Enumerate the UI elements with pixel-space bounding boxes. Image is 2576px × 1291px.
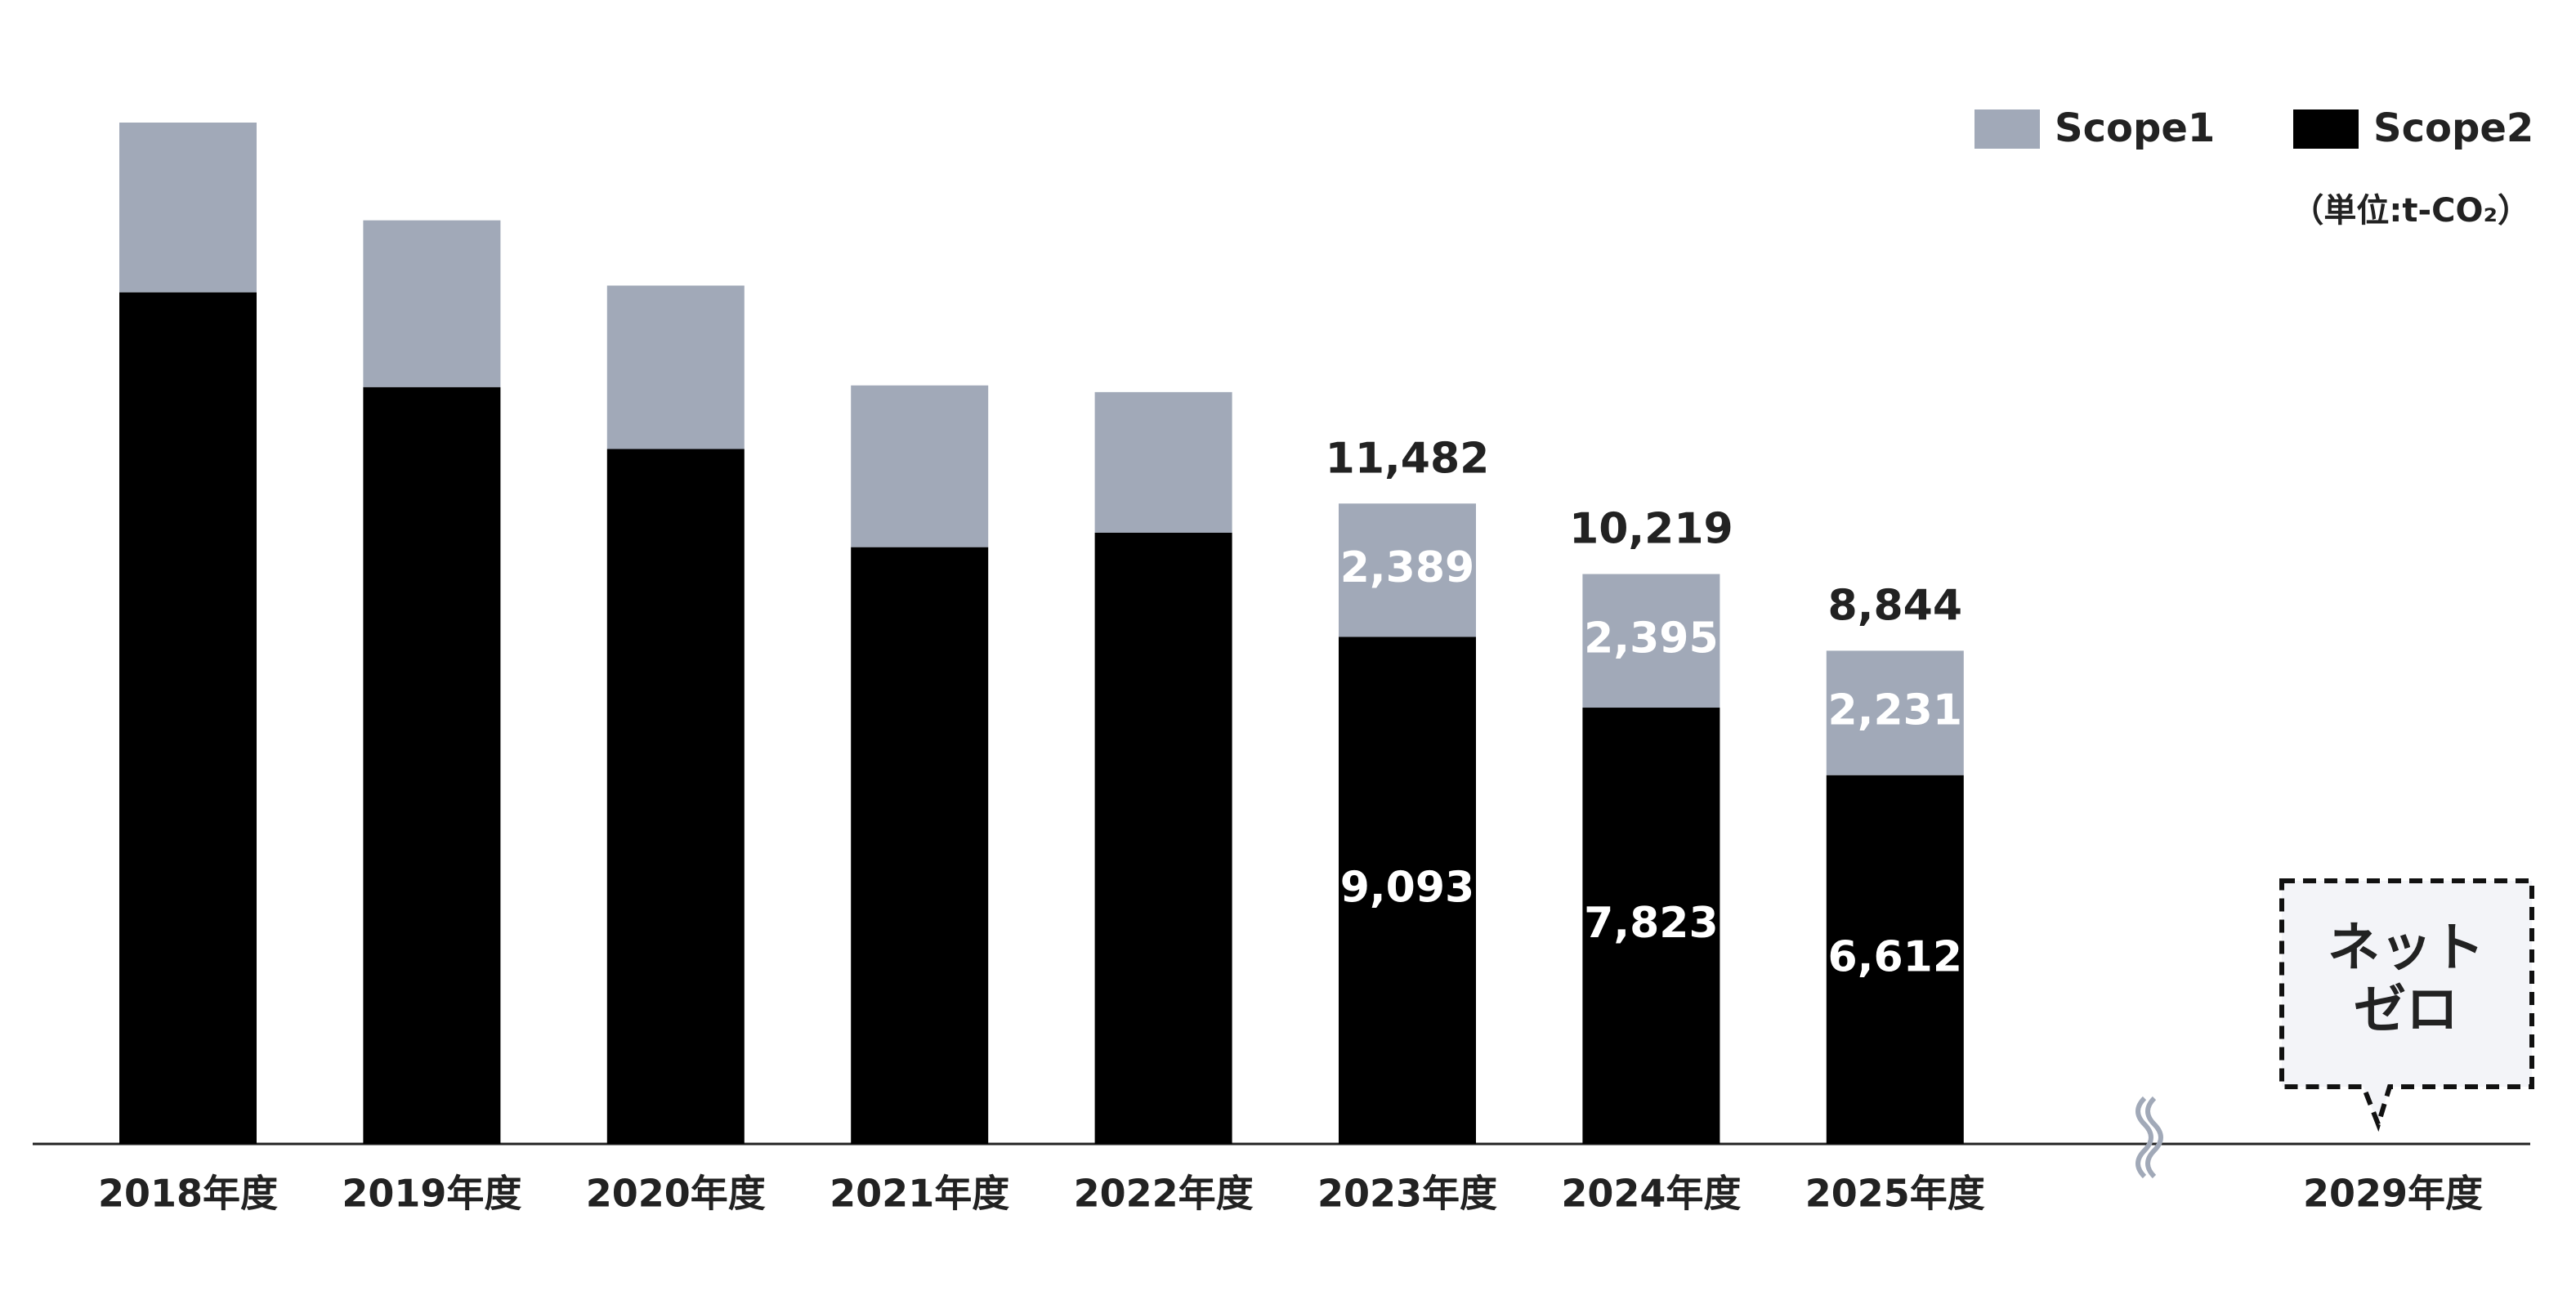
total-label: 11,482	[1326, 434, 1490, 483]
bar-segment	[1094, 532, 1232, 1144]
x-tick-label: 2024年度	[1561, 1172, 1741, 1216]
bar-segment	[363, 386, 501, 1144]
bar-segment	[363, 220, 501, 387]
x-tick-label: 2022年度	[1074, 1172, 1254, 1216]
bar-value-label: 6,612	[1828, 932, 1962, 981]
bar-segment	[606, 449, 745, 1144]
unit-label: （単位:t-CO₂）	[2291, 192, 2530, 230]
bar-segment	[1582, 708, 1720, 1144]
legend-swatch	[1974, 109, 2040, 149]
bar-value-label: 7,823	[1584, 899, 1718, 948]
x-tick-label: 2021年度	[830, 1172, 1009, 1216]
axis-break	[2135, 1096, 2153, 1179]
legend-label: Scope1	[2055, 105, 2215, 151]
bar-value-label: 2,231	[1828, 686, 1962, 735]
x-tick-label: 2020年度	[586, 1172, 766, 1216]
bar-segment	[1339, 503, 1476, 637]
total-label: 10,219	[1569, 504, 1733, 553]
bar-value-label: 2,395	[1584, 614, 1718, 663]
legend-swatch	[2293, 109, 2359, 149]
bar-segment	[1582, 574, 1720, 708]
x-tick-label: 2025年度	[1805, 1172, 1985, 1216]
callout-box	[2279, 878, 2534, 1132]
bar-segment	[1094, 391, 1232, 533]
x-tick-label: 2023年度	[1317, 1172, 1497, 1216]
bar-value-label: 2,389	[1340, 543, 1474, 592]
x-tick-label: 2019年度	[342, 1172, 521, 1216]
bar-value-label: 9,093	[1340, 864, 1474, 913]
legend-label: Scope2	[2373, 105, 2534, 151]
axis-break	[2145, 1096, 2163, 1179]
callout-text: ゼロ	[2354, 981, 2458, 1041]
bar-segment	[1826, 650, 1964, 775]
bar-segment	[851, 385, 989, 547]
bar-segment	[606, 285, 745, 449]
total-label: 8,844	[1828, 581, 1962, 630]
callout-text: ネット	[2328, 918, 2484, 979]
x-tick-label: 2029年度	[2303, 1172, 2483, 1216]
x-tick-label: 2018年度	[98, 1172, 278, 1216]
bar-segment	[851, 547, 989, 1144]
bar-segment	[119, 292, 257, 1144]
bar-segment	[119, 123, 257, 293]
bar-segment	[1826, 775, 1964, 1144]
bar-segment	[1339, 637, 1476, 1144]
